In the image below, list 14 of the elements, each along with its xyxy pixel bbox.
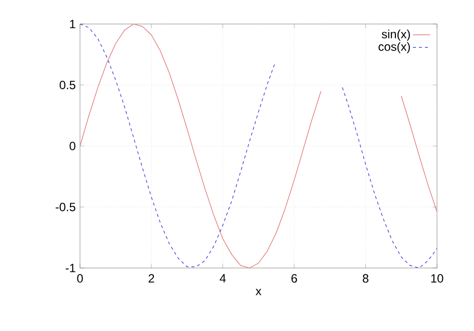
legend-label: cos(x) (378, 42, 410, 54)
y-tick-label: 1 (70, 20, 76, 28)
x-tick-label: 2 (148, 274, 154, 283)
x-tick-label: 6 (291, 274, 298, 283)
x-tick-label: 0 (77, 274, 83, 283)
y-tick-label: 0 (70, 142, 76, 150)
legend-label: sin(x) (382, 30, 410, 41)
y-tick-label: 0.5 (60, 80, 76, 90)
y-tick-label: -1 (66, 264, 76, 272)
x-axis-title: x (256, 288, 262, 296)
x-tick-label: 10 (431, 274, 444, 283)
y-tick-label: -0.5 (56, 202, 76, 212)
x-tick-label: 8 (362, 274, 368, 283)
x-tick-label: 4 (220, 274, 226, 282)
